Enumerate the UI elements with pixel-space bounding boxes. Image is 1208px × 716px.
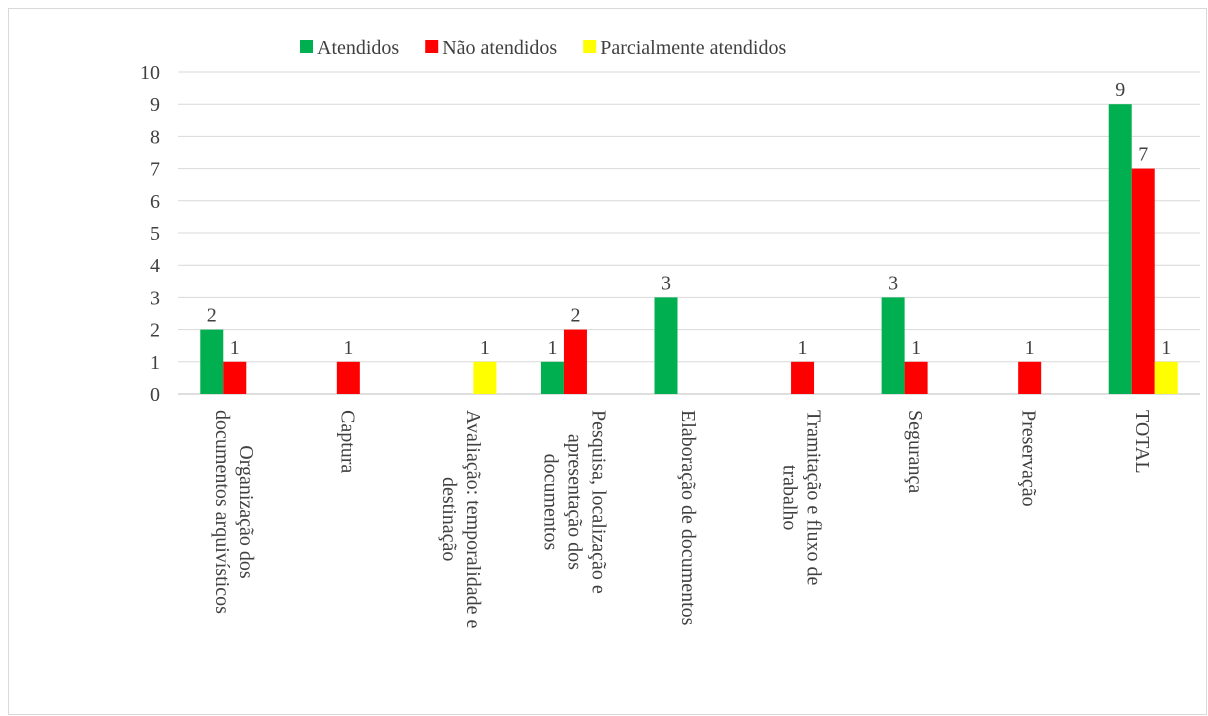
data-label: 3	[661, 272, 671, 294]
legend-swatch	[425, 40, 439, 53]
legend-swatch	[583, 40, 597, 53]
y-tick-label: 1	[150, 352, 160, 374]
bar	[1108, 104, 1132, 394]
x-tick-label: TOTAL	[1131, 410, 1153, 474]
bar	[791, 361, 815, 394]
y-tick-label: 4	[150, 255, 160, 277]
x-tick-label: Segurança	[904, 410, 926, 493]
data-label: 1	[911, 337, 921, 359]
bar	[654, 297, 678, 394]
data-label: 1	[343, 337, 353, 359]
legend-label: Não atendidos	[442, 37, 557, 59]
bar	[881, 297, 905, 394]
legend-swatch	[300, 40, 313, 53]
x-tick-label: Elaboração de documentos	[677, 410, 699, 626]
y-tick-label: 7	[150, 159, 160, 181]
x-tick-label: documentos arquivísticos	[211, 410, 233, 614]
bar	[336, 361, 360, 394]
data-label: 7	[1138, 144, 1148, 166]
x-tick-label: Pesquisa, localização e	[587, 410, 609, 594]
y-tick-label: 8	[150, 126, 160, 148]
x-tick-label: Avaliação: temporalidade e	[462, 410, 484, 629]
x-tick-label: trabalho	[779, 465, 801, 531]
bar	[1131, 168, 1155, 394]
bar	[1154, 361, 1178, 394]
y-tick-label: 2	[150, 320, 160, 342]
x-tick-label: apresentação dos	[563, 434, 585, 570]
data-label: 2	[570, 305, 580, 327]
x-tick-label: Tramitação e fluxo de	[803, 410, 825, 585]
bar	[200, 329, 224, 394]
data-label: 1	[1161, 337, 1171, 359]
legend-label: Atendidos	[317, 37, 399, 59]
y-tick-label: 0	[150, 384, 160, 406]
data-label: 1	[1025, 337, 1035, 359]
x-tick-label: Preservação	[1018, 410, 1040, 507]
data-label: 1	[798, 337, 808, 359]
legend-label: Parcialmente atendidos	[600, 37, 786, 59]
x-tick-label: destinação	[438, 477, 460, 561]
bar	[904, 361, 928, 394]
x-tick-label: Captura	[336, 410, 358, 473]
y-tick-label: 5	[150, 223, 160, 245]
y-tick-label: 9	[150, 94, 160, 116]
data-label: 9	[1115, 79, 1125, 101]
bar	[473, 361, 497, 394]
x-tick-label: documentos	[539, 454, 561, 551]
bar	[563, 329, 587, 394]
x-tick-label: Organização dos	[235, 445, 257, 579]
data-label: 1	[230, 337, 240, 359]
bar	[540, 361, 564, 394]
y-tick-label: 10	[140, 62, 160, 84]
y-tick-label: 6	[150, 191, 160, 213]
data-label: 1	[547, 337, 557, 359]
data-label: 3	[888, 272, 898, 294]
bar	[223, 361, 247, 394]
data-label: 2	[207, 305, 217, 327]
data-label: 1	[480, 337, 490, 359]
bar	[1018, 361, 1042, 394]
y-tick-label: 3	[150, 287, 160, 309]
